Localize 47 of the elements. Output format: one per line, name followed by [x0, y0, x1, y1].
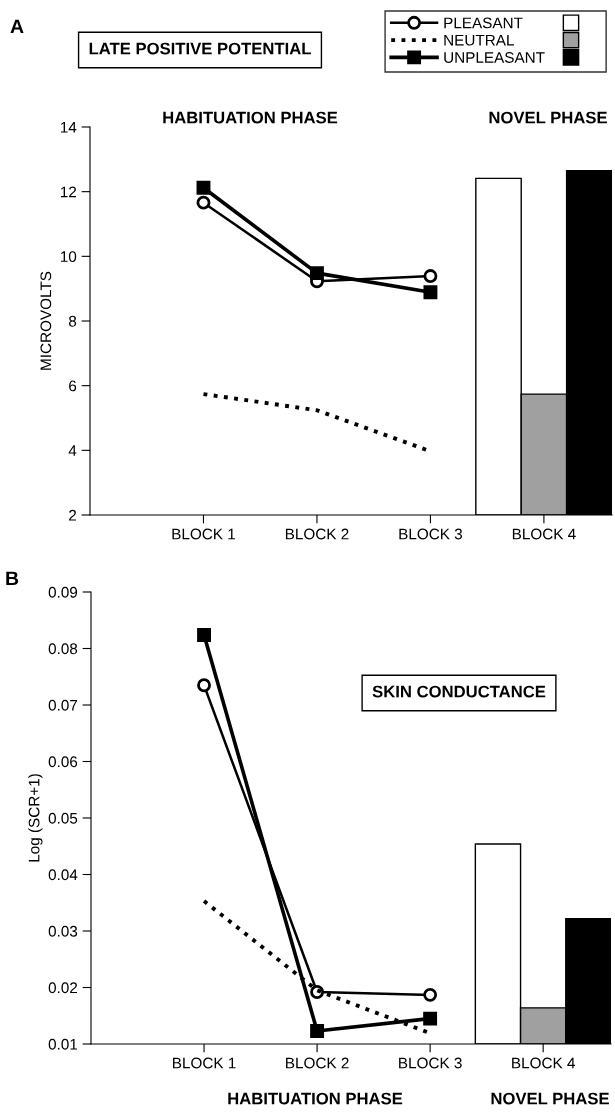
y-tick-label: 0.03 [48, 925, 78, 937]
text: NOVEL PHASE [491, 1092, 609, 1105]
x-tick-label: BLOCK 1 [172, 528, 235, 540]
x-tick-label: BLOCK 4 [512, 528, 576, 540]
text: A [10, 19, 24, 34]
x-tick-label: BLOCK 2 [285, 528, 349, 540]
y-tick-label: 14 [60, 122, 77, 133]
text: B [6, 571, 19, 586]
y-tick-label: 2 [69, 509, 77, 521]
legend-label: NEUTRAL [444, 34, 514, 46]
y-tick-label: 0.05 [48, 812, 78, 824]
y-axis-title: MICROVOLTS [40, 271, 52, 370]
text: SKIN CONDUCTANCE [372, 685, 546, 698]
text: HABITUATION PHASE [228, 1092, 403, 1105]
text: NOVEL PHASE [489, 111, 607, 124]
point [423, 987, 438, 1002]
y-tick-label: 0.02 [48, 982, 78, 994]
x-tick-label: BLOCK 1 [173, 1057, 236, 1069]
legend-label: UNPLEASANT [444, 52, 545, 63]
y-axis-title: Log (SCR+1) [28, 774, 43, 862]
point [196, 180, 211, 195]
y-tick-label: 4 [68, 445, 77, 456]
point [310, 266, 324, 281]
y-tick-label: 0.06 [48, 756, 78, 768]
y-tick-label: 0.09 [48, 586, 78, 598]
x-tick-label: BLOCK 3 [399, 1057, 462, 1069]
x-tick-label: BLOCK 3 [399, 528, 463, 540]
point [196, 195, 211, 210]
point [197, 627, 211, 642]
point [310, 1024, 325, 1038]
y-tick-label: 6 [69, 380, 77, 392]
point [423, 269, 438, 283]
y-tick-label: 0.07 [48, 699, 78, 711]
point [423, 285, 438, 300]
y-tick-label: 10 [60, 251, 77, 263]
y-tick-label: 0.08 [48, 643, 78, 655]
point [197, 678, 211, 693]
y-tick-label: 8 [68, 315, 77, 327]
y-tick-label: 0.01 [48, 1038, 78, 1050]
y-tick-label: 0.04 [48, 869, 78, 881]
text: HABITUATION PHASE [163, 111, 338, 124]
x-tick-label: BLOCK 2 [286, 1057, 349, 1069]
x-tick-label: BLOCK 4 [512, 1057, 575, 1069]
chart-title: LATE POSITIVE POTENTIAL [89, 42, 311, 55]
point [423, 1011, 438, 1026]
legend-label: PLEASANT [444, 17, 523, 29]
y-tick-label: 12 [60, 186, 77, 198]
